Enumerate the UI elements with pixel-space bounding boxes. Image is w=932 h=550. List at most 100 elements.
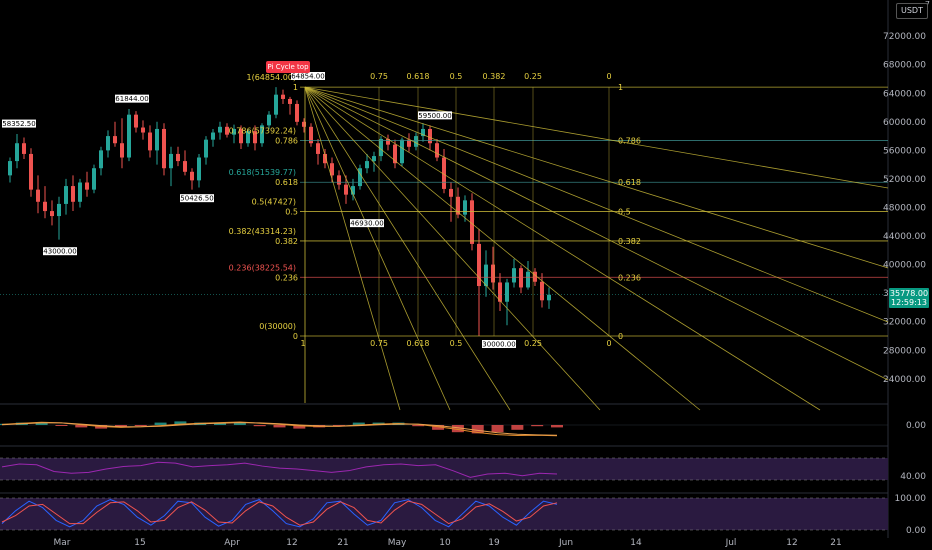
fib-fan-top-label: 0.5: [450, 72, 463, 81]
fib-fan-bottom-label: 0.25: [524, 339, 542, 348]
candle-body: [435, 143, 439, 158]
fib-fan-line: [304, 86, 889, 323]
macd-hist-bar: [55, 425, 68, 426]
price-tick-label: 72000.00: [883, 32, 926, 42]
price-annotation: 61844.00: [115, 95, 148, 103]
candle-body: [239, 128, 243, 144]
candle-body: [218, 126, 222, 133]
fib-fan-bottom-label: 0.75: [370, 339, 388, 348]
price-tick-label: 48000.00: [883, 203, 926, 213]
candle-body: [393, 144, 397, 164]
macd-hist-bar: [154, 422, 167, 425]
price-tick-label: 24000.00: [883, 375, 926, 385]
macd-hist-bar: [531, 425, 544, 427]
candle-body: [414, 136, 418, 147]
macd-hist-bar: [352, 422, 365, 425]
candle-body: [358, 168, 362, 187]
price-annotation-box: [2, 119, 36, 128]
price-annotation-box: [180, 194, 214, 203]
price-annotation-box: [482, 340, 516, 349]
price-annotation: 50426.50: [180, 195, 213, 203]
candle-body: [106, 136, 110, 151]
candle-body: [421, 128, 425, 137]
macd-hist-bar: [35, 422, 48, 425]
fib-ratio-left: 0.5: [285, 208, 298, 217]
candle-body: [22, 143, 26, 154]
stoch-line: [1, 499, 558, 528]
fib-level-label: 0.5(47427): [252, 198, 296, 207]
candle-body: [141, 127, 145, 133]
candle-body: [337, 175, 341, 185]
candle-body: [85, 182, 89, 190]
time-tick-label: 10: [439, 538, 451, 548]
time-tick-label: 19: [488, 538, 500, 548]
candle-body: [64, 186, 68, 204]
macd-hist-bar: [491, 425, 504, 433]
price-tick-label: 68000.00: [883, 61, 926, 71]
fib-ratio-right: 1: [618, 83, 623, 92]
macd-hist-bar: [332, 425, 345, 426]
candle-body: [526, 271, 530, 288]
fib-ratio-right: 0: [618, 332, 623, 341]
fib-ratio-left: 0.618: [275, 178, 298, 187]
candle-body: [113, 136, 117, 144]
candle-body: [169, 153, 173, 169]
price-tick-label: 44000.00: [883, 232, 926, 242]
time-tick-label: 12: [286, 538, 297, 548]
candle-body: [400, 139, 404, 164]
candle-body: [505, 282, 509, 302]
candle-body: [78, 182, 82, 202]
time-tick-label: Jul: [725, 538, 737, 548]
candle-body: [519, 268, 523, 288]
price-annotation: 64854.00: [291, 73, 324, 81]
candle-body: [211, 132, 215, 140]
candle-body: [323, 153, 327, 164]
macd-hist-bar: [253, 425, 266, 427]
candle-body: [288, 98, 292, 104]
candle-body: [36, 189, 40, 202]
candle-body: [120, 143, 124, 158]
currency-selector[interactable]: USDT: [896, 3, 928, 19]
last-price-timer: 12:59:13: [891, 298, 927, 307]
candle-body: [498, 282, 502, 302]
price-annotation: 58352.50: [2, 120, 35, 128]
fib-level-label: 0.382(43314.23): [229, 227, 296, 236]
candle-body: [463, 200, 467, 215]
macd-line: [1, 422, 558, 436]
candle-body: [386, 138, 390, 145]
candle-body: [43, 201, 47, 212]
candle-body: [491, 264, 495, 283]
price-annotation: 46930.00: [350, 220, 383, 228]
fib-ratio-right: 0.236: [618, 273, 641, 282]
fib-fan-line: [304, 86, 889, 189]
fib-fan-bottom-label: 0.5: [450, 339, 463, 348]
price-annotation-box: [418, 111, 452, 120]
candle-body: [246, 131, 250, 144]
candle-body: [162, 128, 166, 169]
price-annotation-box: [43, 247, 77, 256]
candle-body: [540, 281, 544, 301]
candle-body: [309, 126, 313, 144]
fib-fan-line: [304, 86, 701, 411]
macd-line: [1, 421, 558, 437]
time-tick-label: Mar: [54, 538, 71, 548]
candle-body: [281, 94, 285, 99]
candle-body: [351, 186, 355, 195]
fib-fan-line: [304, 86, 889, 269]
macd-hist-bar: [451, 425, 464, 433]
signal-tag[interactable]: Pi Cycle top: [266, 61, 310, 73]
macd-hist-bar: [471, 425, 484, 434]
candle-body: [190, 171, 194, 181]
last-price-value: 35778.00: [889, 289, 929, 298]
macd-hist-bar: [511, 425, 524, 430]
macd-hist-bar: [293, 425, 306, 429]
time-tick-label: 15: [134, 538, 145, 548]
fib-fan-bottom-label: 0: [606, 339, 611, 348]
fib-fan-line: [304, 86, 601, 411]
fib-fan-top-label: 0.25: [524, 72, 542, 81]
candle-body: [99, 150, 103, 169]
fib-fan-top-label: 0.75: [370, 72, 388, 81]
candle-body: [148, 132, 152, 151]
